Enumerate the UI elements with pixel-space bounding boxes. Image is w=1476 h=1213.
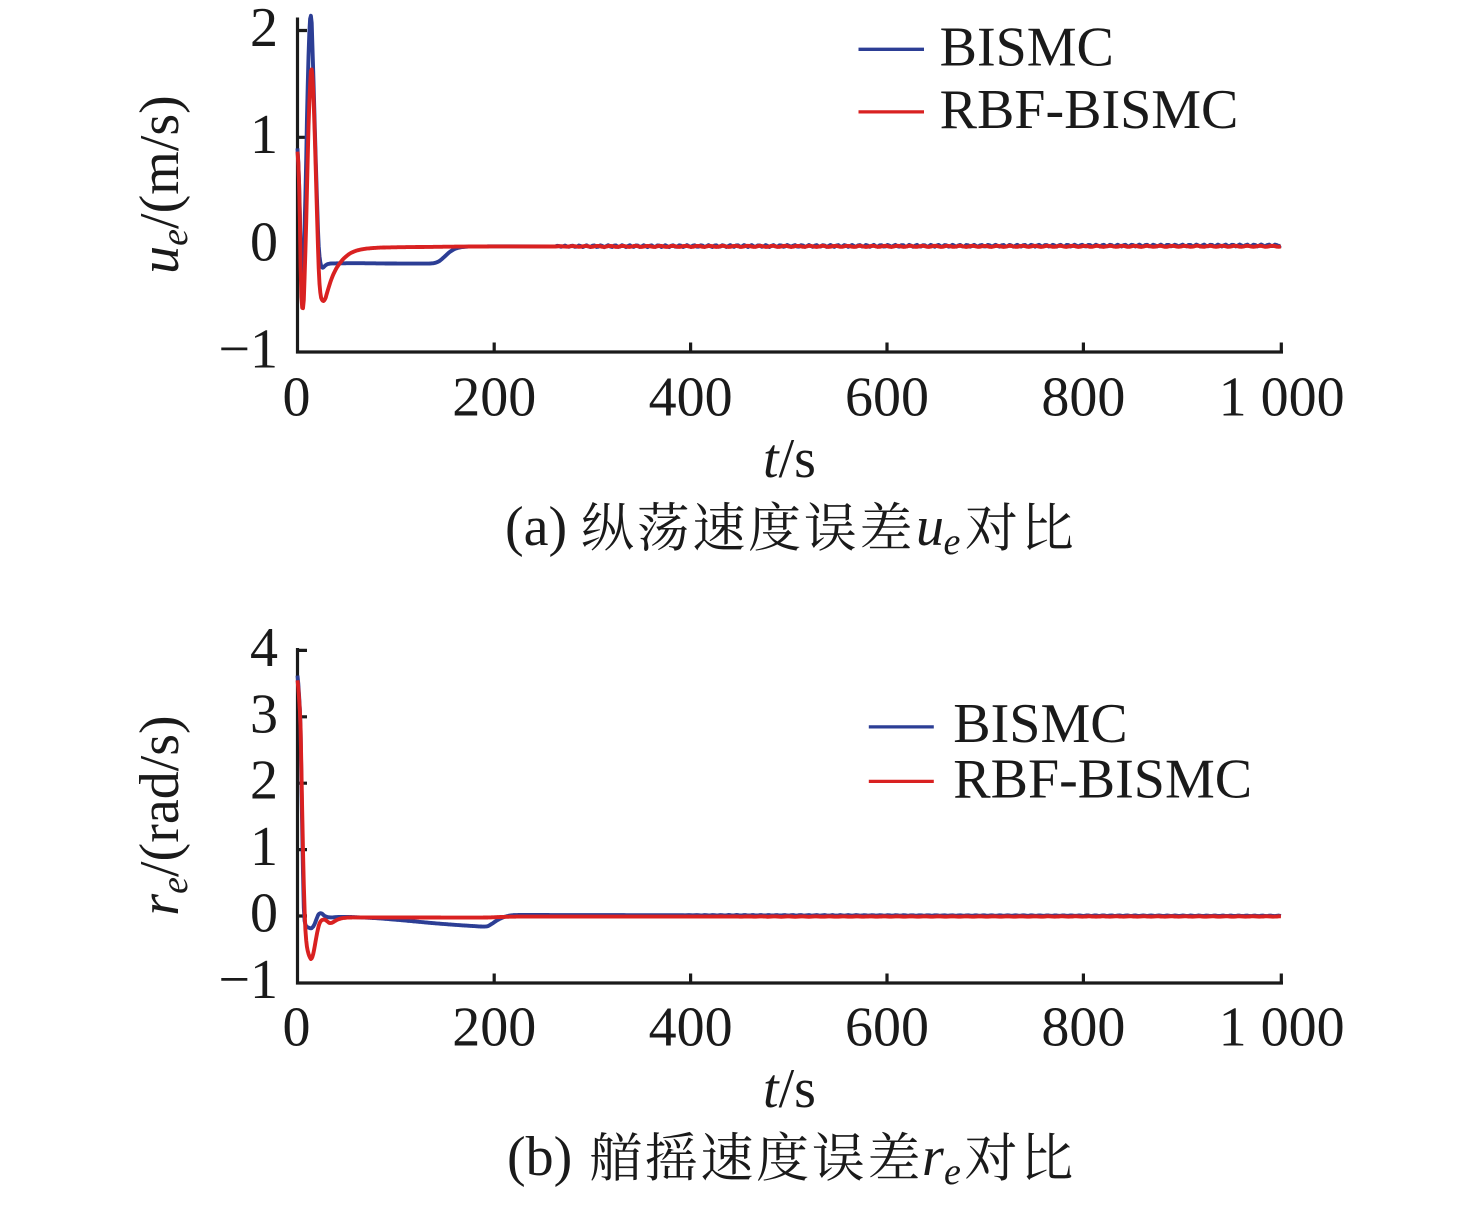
svg-text:r: r: [922, 1126, 944, 1188]
svg-text:u: u: [916, 496, 944, 558]
svg-text:600: 600: [845, 366, 929, 428]
svg-text:4: 4: [250, 617, 278, 679]
svg-text:1: 1: [250, 104, 278, 166]
svg-text:200: 200: [452, 996, 536, 1058]
svg-text:t/s: t/s: [763, 428, 816, 490]
svg-text:200: 200: [452, 366, 536, 428]
svg-text:1 000: 1 000: [1219, 996, 1345, 1058]
svg-text:0: 0: [283, 366, 311, 428]
svg-text:−1: −1: [218, 949, 278, 1011]
svg-text:600: 600: [845, 996, 929, 1058]
svg-text:t/s: t/s: [763, 1058, 816, 1120]
svg-text:400: 400: [649, 366, 733, 428]
svg-text:BISMC: BISMC: [953, 693, 1127, 755]
svg-text:0: 0: [283, 996, 311, 1058]
svg-text:0: 0: [250, 883, 278, 945]
svg-text:−1: −1: [218, 319, 278, 381]
svg-text:e: e: [944, 521, 961, 563]
svg-text:800: 800: [1041, 366, 1125, 428]
svg-text:2: 2: [250, 750, 278, 812]
svg-text:400: 400: [649, 996, 733, 1058]
svg-text:1 000: 1 000: [1219, 366, 1345, 428]
svg-text:e: e: [944, 1151, 961, 1193]
svg-text:BISMC: BISMC: [940, 17, 1114, 79]
svg-text:ue/(m/s): ue/(m/s): [129, 95, 196, 274]
svg-text:3: 3: [250, 683, 278, 745]
svg-text:1: 1: [250, 816, 278, 878]
svg-text:(b): (b): [507, 1126, 572, 1188]
svg-text:2: 2: [250, 0, 278, 59]
svg-text:RBF-BISMC: RBF-BISMC: [940, 79, 1239, 141]
svg-text:0: 0: [250, 211, 278, 273]
svg-text:800: 800: [1041, 996, 1125, 1058]
svg-text:re/(rad/s): re/(rad/s): [129, 715, 196, 915]
svg-text:(a): (a): [505, 496, 567, 558]
svg-text:RBF-BISMC: RBF-BISMC: [953, 748, 1252, 810]
